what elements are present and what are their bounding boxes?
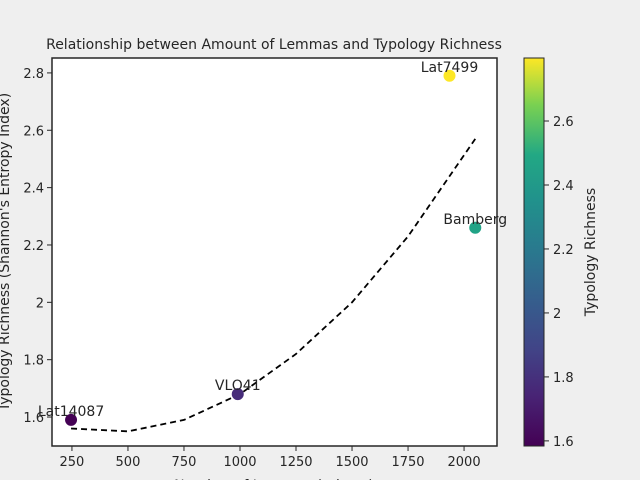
x-tick-label: 1250 [279,455,312,470]
fit-line [71,138,477,433]
x-axis-label: Number of Lemmas (tokens) [174,478,374,480]
x-tick-label: 750 [172,455,197,470]
y-axis-label: Typology Richness (Shannon's Entropy Ind… [0,93,13,412]
point-label: Lat14087 [38,404,104,420]
point-label: VLO41 [215,378,261,394]
colorbar-tick-label: 2.6 [553,115,574,130]
colorbar-tick-label: 2 [553,307,561,322]
y-tick-label: 2.8 [23,67,44,82]
point [231,388,244,401]
y-tick-label: 1.8 [23,354,44,369]
colorbar-tick-label: 1.6 [553,435,574,450]
x-tick-label: 250 [60,455,85,470]
y-tick-label: 2 [36,296,44,311]
x-tick-label: 1000 [223,455,256,470]
chart-title: Relationship between Amount of Lemmas an… [46,37,502,53]
point [65,413,78,426]
x-tick-label: 1750 [391,455,424,470]
y-tick-label: 2.6 [23,124,44,139]
colorbar-tick-label: 2.2 [553,243,574,258]
point-label: Bamberg [443,212,507,228]
plot-area [52,58,497,446]
y-tick-label: 1.6 [23,411,44,426]
point [469,221,482,234]
y-tick-label: 2.2 [23,239,44,254]
y-tick-label: 2.4 [23,182,44,197]
point [443,69,456,82]
x-tick-label: 500 [116,455,141,470]
x-tick-label: 2000 [448,455,481,470]
colorbar-tick-label: 2.4 [553,179,574,194]
colorbar [523,57,545,447]
point-label: Lat7499 [421,60,479,76]
colorbar-tick-label: 1.8 [553,371,574,386]
colorbar-label: Typology Richness [583,188,599,317]
axes-frame [51,57,498,447]
x-tick-label: 1500 [335,455,368,470]
